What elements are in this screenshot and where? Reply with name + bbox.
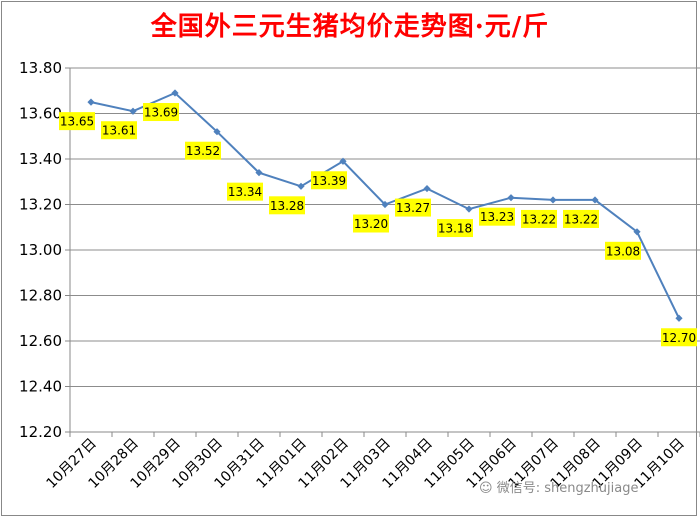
y-tick-label: 12.60 (19, 332, 62, 350)
y-tick-label: 13.60 (19, 105, 62, 123)
data-point (549, 196, 557, 204)
data-point (171, 89, 179, 97)
y-tick-label: 12.80 (19, 287, 62, 305)
data-label: 13.27 (396, 201, 430, 215)
data-point (381, 200, 389, 209)
data-label-box (269, 196, 305, 215)
data-label: 13.65 (60, 115, 94, 129)
data-point (423, 184, 431, 193)
data-label-box (143, 103, 179, 122)
y-tick-label: 13.80 (19, 59, 62, 77)
data-point (297, 182, 305, 190)
y-tick-label: 13.40 (19, 150, 62, 168)
data-label-box (521, 209, 557, 228)
data-label: 13.22 (564, 212, 598, 226)
data-point (87, 98, 95, 106)
data-point (465, 205, 473, 213)
data-label: 13.22 (522, 212, 556, 226)
data-point (675, 314, 683, 322)
y-tick-label: 13.20 (19, 196, 62, 214)
data-label: 13.34 (228, 185, 262, 199)
data-label-box (353, 214, 389, 233)
data-label-box (395, 198, 431, 217)
data-point (255, 169, 263, 177)
data-label-box (185, 141, 221, 160)
data-label: 13.61 (102, 124, 136, 138)
y-tick-label: 12.20 (19, 423, 62, 441)
data-label: 13.08 (606, 244, 640, 258)
data-point (129, 107, 137, 115)
data-label-box (661, 328, 697, 347)
data-label-box (59, 112, 95, 131)
data-point (507, 194, 515, 202)
data-label: 13.52 (186, 144, 220, 158)
data-label: 13.23 (480, 210, 514, 224)
data-label: 12.70 (662, 331, 696, 345)
data-label-box (227, 182, 263, 201)
data-label: 13.69 (144, 106, 178, 120)
watermark: ☺ 微信号: shengzhujiage (479, 477, 638, 496)
data-label-box (479, 207, 515, 226)
data-point (339, 157, 347, 165)
data-label-box (563, 209, 599, 228)
chart-title: 全国外三元生猪均价走势图·元/斤 (150, 12, 550, 42)
data-label: 13.39 (312, 174, 346, 188)
data-point (213, 128, 221, 136)
data-label: 13.18 (438, 222, 472, 236)
data-label-box (101, 121, 137, 140)
data-label-box (605, 241, 641, 260)
wechat-icon: ☺ (479, 481, 493, 496)
y-tick-label: 13.00 (19, 241, 62, 259)
y-tick-label: 12.40 (19, 378, 62, 396)
data-label-box (437, 219, 473, 238)
data-point (591, 196, 599, 204)
data-label: 13.28 (270, 199, 304, 213)
data-label-box (311, 171, 347, 190)
watermark-text: 微信号: shengzhujiage (496, 481, 639, 496)
data-label: 13.20 (354, 217, 388, 231)
data-point (633, 228, 641, 236)
